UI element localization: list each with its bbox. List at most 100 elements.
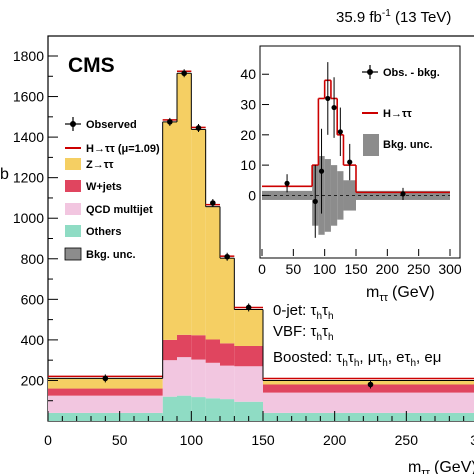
y-tick-label: 600 xyxy=(21,291,45,307)
bar-z- xyxy=(177,73,192,335)
bar-qcd-multijet xyxy=(48,395,163,413)
bar-qcd-multijet xyxy=(234,366,263,402)
inset-legend-unc-swatch xyxy=(363,134,379,156)
bar-w-jets xyxy=(220,343,235,366)
x-tick-label: 0 xyxy=(44,432,52,448)
inset-x-axis-label: mττ (GeV) xyxy=(366,284,435,304)
bar-qcd-multijet xyxy=(220,365,235,400)
y-axis-label: b xyxy=(0,166,9,183)
y-tick-label: 200 xyxy=(21,372,45,388)
bar-qcd-multijet xyxy=(177,357,192,396)
inset-observed-point xyxy=(331,104,337,111)
y-tick-label: 1800 xyxy=(13,48,44,64)
inset-observed-point xyxy=(325,95,331,102)
bar-others xyxy=(234,401,263,421)
inset-x-tick-label: 50 xyxy=(286,261,302,277)
bar-others xyxy=(263,412,474,421)
lumi-label: 35.9 fb-1 (13 TeV) xyxy=(336,8,451,26)
inset-y-tick-label: 0 xyxy=(248,187,256,203)
inset-observed-point xyxy=(318,168,325,174)
legend-wjets-label: W+jets xyxy=(86,181,122,193)
inset-x-tick-label: 200 xyxy=(376,261,400,277)
x-tick-label: 250 xyxy=(395,432,419,448)
inset-x-tick-label: 250 xyxy=(407,261,431,277)
bar-z- xyxy=(162,121,177,340)
legend-ztt-label: Z→ττ xyxy=(86,159,114,171)
bar-z- xyxy=(234,309,263,346)
main-plot-layers xyxy=(48,69,474,421)
bar-z- xyxy=(205,206,220,340)
y-tick-label: 1000 xyxy=(13,210,44,226)
bar-others xyxy=(220,399,235,421)
observed-point xyxy=(210,200,216,206)
category-text: 0-jet: τhτh VBF: τhτh Boosted: τhτh, μτh… xyxy=(273,302,441,369)
bar-others xyxy=(205,398,220,421)
observed-point xyxy=(224,253,230,260)
inset-axes: 0 50 100 150 200 250 300 0 10 20 30 40 xyxy=(240,66,461,277)
bar-others xyxy=(162,396,177,421)
legend-observed-label: Observed xyxy=(86,119,137,131)
category-0jet: 0-jet: τhτh xyxy=(273,302,334,322)
observed-point xyxy=(167,119,173,125)
bar-w-jets xyxy=(48,388,163,396)
inset-legend-unc-label: Bkg. unc. xyxy=(383,139,433,151)
x-axis-label: mττ (GeV) xyxy=(408,459,474,474)
x-tick-label: 50 xyxy=(112,432,128,448)
inset-plot-layers xyxy=(262,62,450,238)
legend-qcd-swatch xyxy=(65,203,81,215)
bar-z- xyxy=(220,258,235,344)
y-tick-label: 1400 xyxy=(13,129,44,145)
category-boosted: Boosted: τhτh, μτh, eτh, eμ xyxy=(273,349,441,369)
bar-z- xyxy=(191,129,206,336)
inset-legend-signal-label: H→ττ xyxy=(383,108,412,120)
y-tick-label: 400 xyxy=(21,332,45,348)
x-tick-label: 200 xyxy=(323,432,347,448)
y-tick-label: 800 xyxy=(21,251,45,267)
bar-z- xyxy=(263,380,474,385)
legend-others-label: Others xyxy=(86,226,121,238)
y-tick-label: 1600 xyxy=(13,89,44,105)
main-legend: Observed H→ττ (μ=1.09) Z→ττ W+jets QCD m… xyxy=(64,117,160,261)
bar-w-jets xyxy=(177,334,192,358)
inset-y-tick-label: 20 xyxy=(240,127,256,143)
bar-others xyxy=(177,395,192,421)
inset-bkg-unc-band xyxy=(343,180,356,211)
inset-observed-point xyxy=(284,180,290,186)
x-tick-label: 30 xyxy=(470,432,474,448)
observed-point xyxy=(195,125,202,131)
bar-qcd-multijet xyxy=(162,360,177,397)
bar-w-jets xyxy=(234,345,263,367)
legend-qcd-label: QCD multijet xyxy=(86,204,153,216)
legend-unc-label: Bkg. unc. xyxy=(86,249,136,261)
bar-z- xyxy=(48,378,163,389)
legend-unc-swatch xyxy=(64,247,82,261)
inset-observed-point xyxy=(312,198,318,205)
legend-wjets-swatch xyxy=(65,180,81,192)
inset-x-tick-label: 300 xyxy=(438,261,462,277)
y-tick-label: 1200 xyxy=(13,170,44,186)
observed-point xyxy=(102,375,109,382)
bar-w-jets xyxy=(162,339,177,361)
inset-y-tick-label: 30 xyxy=(240,97,256,113)
inset-x-tick-label: 150 xyxy=(344,261,368,277)
bar-w-jets xyxy=(205,339,220,363)
bar-qcd-multijet xyxy=(205,362,220,399)
legend-observed-marker xyxy=(70,121,76,127)
inset-observed-point xyxy=(337,129,343,135)
inset-observed-point xyxy=(400,191,406,197)
main-axes: 0501001502002503020040060080010001200140… xyxy=(13,48,474,448)
inset-frame xyxy=(259,45,461,259)
inset-x-tick-label: 100 xyxy=(313,261,337,277)
inset-y-tick-label: 10 xyxy=(240,157,256,173)
legend-signal-label: H→ττ (μ=1.09) xyxy=(86,143,160,155)
cms-label: CMS xyxy=(68,54,115,77)
bar-w-jets xyxy=(263,384,474,393)
inset-legend: Obs. - bkg. H→ττ Bkg. unc. xyxy=(362,65,440,156)
inset-x-tick-label: 0 xyxy=(258,261,266,277)
x-tick-label: 100 xyxy=(180,432,204,448)
category-vbf: VBF: τhτh xyxy=(273,323,334,343)
inset-bkg-unc-band xyxy=(324,159,331,232)
inset-y-tick-label: 40 xyxy=(240,66,256,82)
bar-others xyxy=(191,397,206,421)
